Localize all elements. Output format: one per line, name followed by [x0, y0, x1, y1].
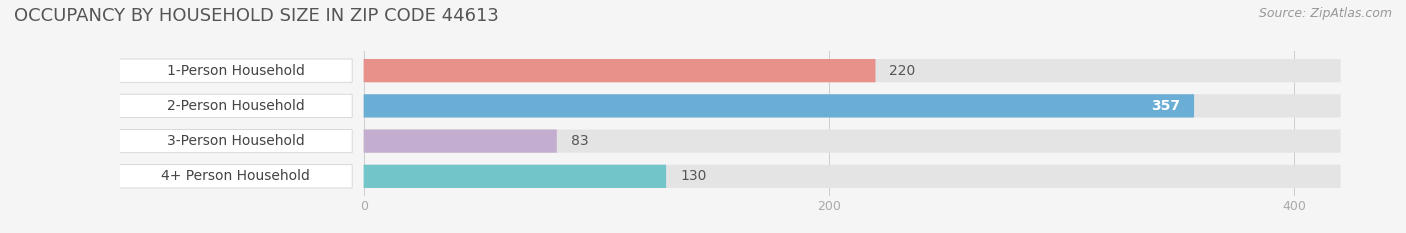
Text: 4+ Person Household: 4+ Person Household: [162, 169, 311, 183]
FancyBboxPatch shape: [364, 59, 1340, 82]
Text: Source: ZipAtlas.com: Source: ZipAtlas.com: [1258, 7, 1392, 20]
Text: 2-Person Household: 2-Person Household: [167, 99, 305, 113]
Text: 3-Person Household: 3-Person Household: [167, 134, 305, 148]
FancyBboxPatch shape: [364, 130, 557, 153]
FancyBboxPatch shape: [364, 94, 1340, 117]
FancyBboxPatch shape: [120, 59, 352, 82]
Text: OCCUPANCY BY HOUSEHOLD SIZE IN ZIP CODE 44613: OCCUPANCY BY HOUSEHOLD SIZE IN ZIP CODE …: [14, 7, 499, 25]
FancyBboxPatch shape: [120, 94, 352, 117]
FancyBboxPatch shape: [364, 165, 666, 188]
Text: 130: 130: [681, 169, 706, 183]
Text: 1-Person Household: 1-Person Household: [167, 64, 305, 78]
FancyBboxPatch shape: [120, 130, 352, 153]
Text: 83: 83: [571, 134, 588, 148]
FancyBboxPatch shape: [120, 165, 352, 188]
Text: 220: 220: [890, 64, 915, 78]
FancyBboxPatch shape: [364, 165, 1340, 188]
FancyBboxPatch shape: [364, 94, 1194, 117]
FancyBboxPatch shape: [364, 130, 1340, 153]
FancyBboxPatch shape: [364, 59, 876, 82]
Text: 357: 357: [1152, 99, 1180, 113]
